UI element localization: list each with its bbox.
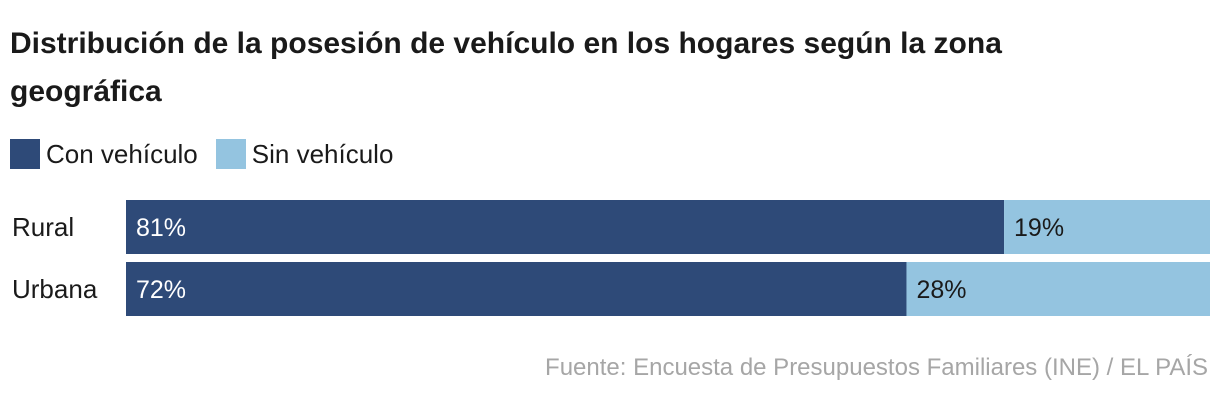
data-label-urbana-con-vehiculo: 72%	[136, 276, 186, 304]
legend-swatch-sin-vehiculo	[215, 139, 246, 169]
legend-label-sin-vehiculo: Sin vehículo	[251, 138, 394, 169]
bar-urbana-sin-vehiculo	[906, 262, 1210, 316]
legend-item-con-vehiculo: Con vehículo	[10, 139, 198, 170]
bar-rural-con-vehiculo	[126, 200, 1005, 254]
category-label-rural: Rural	[12, 212, 74, 242]
legend-item-sin-vehiculo: Sin vehículo	[215, 138, 394, 170]
bar-rural-sin-vehiculo	[1004, 200, 1210, 254]
data-label-urbana-sin-vehiculo: 28%	[916, 276, 966, 304]
data-label-rural-sin-vehiculo: 19%	[1014, 214, 1064, 242]
source-note: Fuente: Encuesta de Presupuestos Familia…	[545, 354, 1208, 381]
legend-label-con-vehiculo: Con vehículo	[46, 138, 198, 169]
legend-swatch-con-vehiculo	[10, 139, 40, 169]
legend: Con vehículo Sin vehículo	[10, 138, 411, 170]
category-label-urbana: Urbana	[12, 274, 98, 304]
bar-urbana-con-vehiculo	[126, 262, 907, 316]
chart-title: Distribución de la posesión de vehículo …	[10, 27, 1002, 108]
data-label-rural-con-vehiculo: 81%	[136, 214, 186, 242]
